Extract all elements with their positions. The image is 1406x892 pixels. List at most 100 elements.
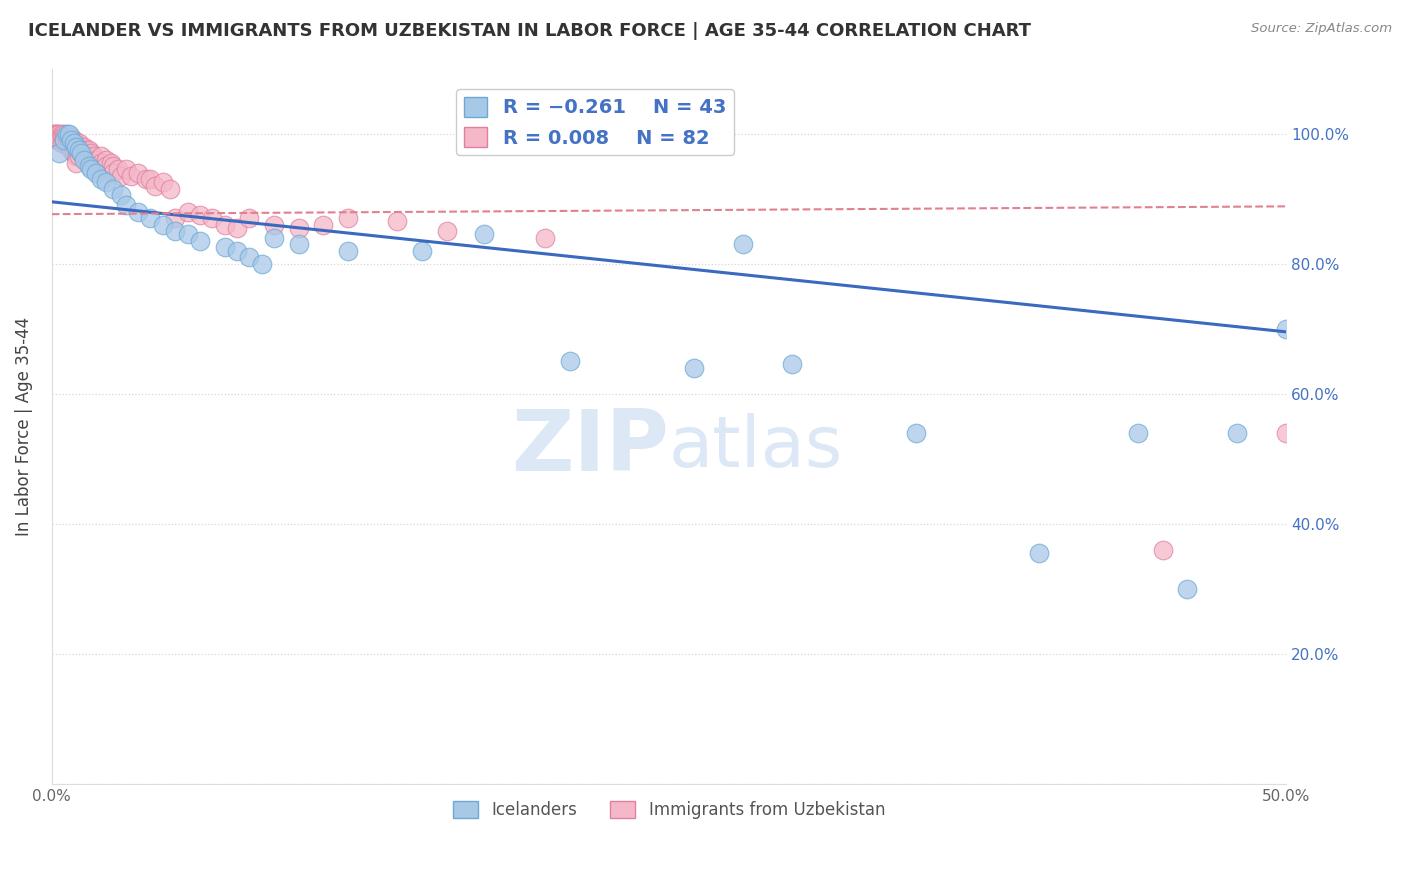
- Point: [70, 146, 93, 161]
- Point: [63, 133, 86, 147]
- Point: [60, 136, 83, 151]
- Point: [77, 143, 100, 157]
- Point: [176, 227, 198, 242]
- Text: atlas: atlas: [669, 413, 844, 482]
- Point: [55, 133, 77, 147]
- Point: [287, 220, 309, 235]
- Point: [103, 182, 125, 196]
- Point: [127, 165, 149, 179]
- Y-axis label: In Labor Force | Age 35-44: In Labor Force | Age 35-44: [15, 317, 32, 536]
- Point: [110, 188, 132, 202]
- Point: [114, 162, 136, 177]
- Point: [152, 218, 174, 232]
- Point: [139, 172, 162, 186]
- Point: [60, 129, 83, 144]
- Point: [336, 244, 359, 258]
- Point: [48, 129, 70, 144]
- Point: [63, 136, 86, 151]
- Point: [60, 143, 83, 157]
- Point: [65, 156, 87, 170]
- Point: [65, 149, 87, 163]
- Point: [65, 136, 87, 151]
- Point: [77, 149, 100, 163]
- Point: [238, 250, 260, 264]
- Point: [55, 136, 77, 151]
- Point: [67, 149, 90, 163]
- Point: [45, 133, 67, 147]
- Point: [80, 162, 103, 177]
- Point: [70, 146, 93, 161]
- Point: [48, 127, 70, 141]
- Point: [110, 169, 132, 183]
- Point: [75, 149, 97, 163]
- Point: [45, 127, 67, 141]
- Point: [90, 149, 112, 163]
- Point: [60, 133, 83, 147]
- Point: [238, 211, 260, 225]
- Point: [67, 143, 90, 157]
- Point: [58, 129, 80, 144]
- Point: [139, 211, 162, 225]
- Point: [312, 218, 335, 232]
- Point: [263, 230, 285, 244]
- Text: Source: ZipAtlas.com: Source: ZipAtlas.com: [1251, 22, 1392, 36]
- Point: [58, 136, 80, 151]
- Point: [53, 133, 76, 147]
- Point: [45, 127, 67, 141]
- Point: [336, 211, 359, 225]
- Point: [103, 159, 125, 173]
- Point: [472, 227, 495, 242]
- Point: [48, 146, 70, 161]
- Point: [188, 234, 211, 248]
- Point: [145, 178, 167, 193]
- Point: [120, 169, 142, 183]
- Point: [558, 354, 581, 368]
- Point: [94, 175, 117, 189]
- Point: [63, 146, 86, 161]
- Point: [176, 204, 198, 219]
- Point: [51, 136, 73, 151]
- Point: [53, 136, 76, 151]
- Point: [55, 129, 77, 144]
- Point: [1126, 425, 1149, 440]
- Point: [731, 237, 754, 252]
- Point: [53, 129, 76, 144]
- Point: [83, 149, 105, 163]
- Point: [1028, 546, 1050, 560]
- Point: [51, 127, 73, 141]
- Point: [188, 208, 211, 222]
- Point: [75, 143, 97, 157]
- Point: [436, 224, 458, 238]
- Point: [83, 156, 105, 170]
- Point: [84, 165, 107, 179]
- Point: [165, 224, 187, 238]
- Point: [135, 172, 157, 186]
- Point: [53, 133, 76, 147]
- Point: [1226, 425, 1249, 440]
- Point: [70, 139, 93, 153]
- Point: [44, 127, 66, 141]
- Point: [73, 153, 96, 167]
- Point: [214, 218, 236, 232]
- Point: [53, 127, 76, 141]
- Point: [1152, 542, 1174, 557]
- Point: [58, 133, 80, 147]
- Text: ICELANDER VS IMMIGRANTS FROM UZBEKISTAN IN LABOR FORCE | AGE 35-44 CORRELATION C: ICELANDER VS IMMIGRANTS FROM UZBEKISTAN …: [28, 22, 1031, 40]
- Point: [1175, 582, 1198, 596]
- Point: [94, 153, 117, 167]
- Point: [44, 127, 66, 141]
- Point: [77, 159, 100, 173]
- Point: [65, 139, 87, 153]
- Point: [1275, 321, 1298, 335]
- Point: [114, 198, 136, 212]
- Point: [214, 240, 236, 254]
- Point: [84, 159, 107, 173]
- Point: [63, 139, 86, 153]
- Point: [411, 244, 433, 258]
- Point: [201, 211, 224, 225]
- Point: [58, 127, 80, 141]
- Point: [80, 146, 103, 161]
- Point: [534, 230, 557, 244]
- Point: [84, 153, 107, 167]
- Point: [100, 156, 122, 170]
